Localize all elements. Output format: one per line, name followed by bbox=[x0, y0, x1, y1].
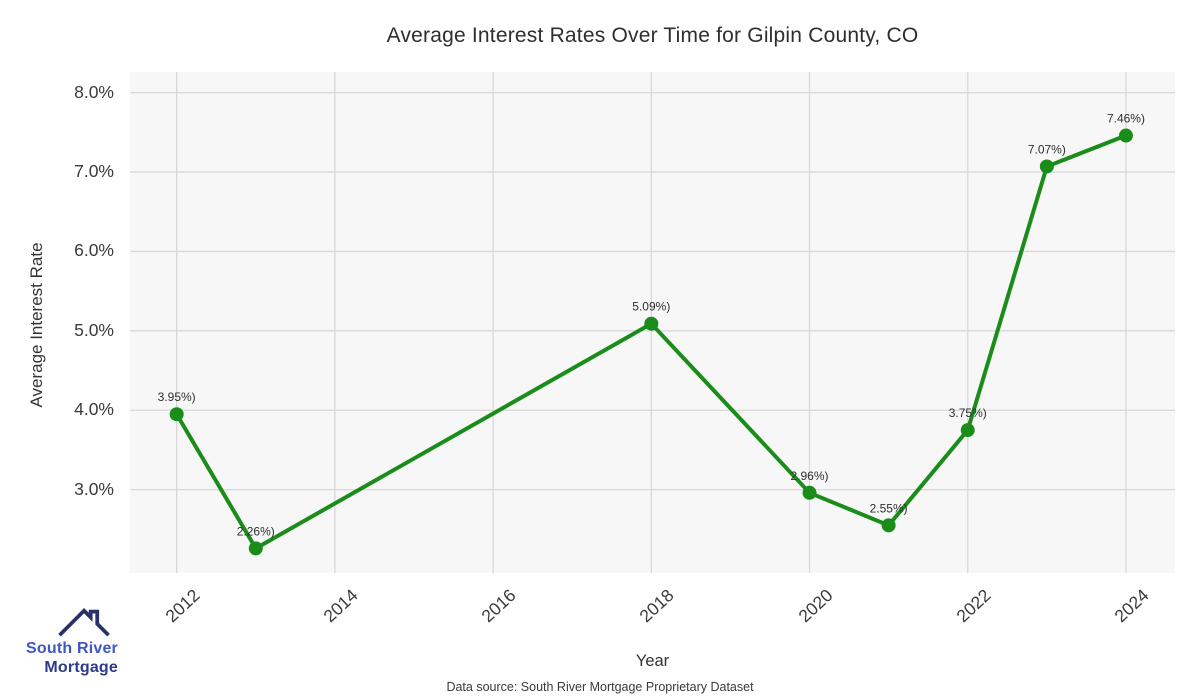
x-tick-label: 2022 bbox=[952, 585, 995, 627]
x-tick-label: 2014 bbox=[319, 585, 362, 627]
data-point bbox=[169, 407, 184, 422]
data-point bbox=[248, 541, 263, 556]
data-point bbox=[802, 485, 817, 500]
y-tick-label: 3.0% bbox=[74, 478, 114, 499]
data-source-note: Data source: South River Mortgage Propri… bbox=[446, 680, 754, 694]
plot-area: 3.95%) 2.26%) 5.09%) 2.96%) 2.55%) 3.75%) 7.07… bbox=[130, 72, 1175, 573]
x-tick-label: 2012 bbox=[161, 585, 204, 627]
data-point bbox=[644, 316, 659, 331]
point-label: 2.96%) bbox=[791, 469, 829, 483]
logo-line1: South River bbox=[26, 640, 118, 657]
point-label: 3.75%) bbox=[949, 406, 987, 420]
x-tick-label: 2016 bbox=[477, 585, 520, 627]
y-tick-label: 7.0% bbox=[74, 161, 114, 182]
y-tick-label: 5.0% bbox=[74, 319, 114, 340]
y-tick-label: 6.0% bbox=[74, 240, 114, 261]
x-tick-label: 2020 bbox=[794, 585, 837, 627]
x-tick-label: 2018 bbox=[635, 585, 678, 627]
south-river-mortgage-logo: South River Mortgage bbox=[14, 606, 118, 677]
chart-plot-svg: 3.95%) 2.26%) 5.09%) 2.96%) 2.55%) 3.75%) 7.07… bbox=[130, 72, 1175, 573]
y-tick-label: 8.0% bbox=[74, 81, 114, 102]
y-tick-label: 4.0% bbox=[74, 399, 114, 420]
point-label: 7.46%) bbox=[1107, 112, 1145, 126]
point-label: 5.09%) bbox=[632, 300, 670, 314]
data-point bbox=[1039, 159, 1054, 174]
data-point bbox=[881, 518, 896, 533]
point-label: 2.55%) bbox=[870, 501, 908, 515]
trend-line bbox=[174, 133, 1128, 551]
point-label: 2.26%) bbox=[237, 524, 275, 538]
data-point bbox=[960, 423, 975, 438]
x-tick-label: 2024 bbox=[1110, 585, 1153, 627]
house-roof-icon bbox=[58, 608, 110, 637]
point-label: 7.07%) bbox=[1028, 142, 1066, 156]
point-label: 3.95%) bbox=[158, 390, 196, 404]
logo-line2: Mortgage bbox=[44, 659, 118, 676]
data-point bbox=[1118, 128, 1133, 143]
chart-title: Average Interest Rates Over Time for Gil… bbox=[386, 24, 919, 47]
x-axis-title: Year bbox=[635, 652, 670, 670]
